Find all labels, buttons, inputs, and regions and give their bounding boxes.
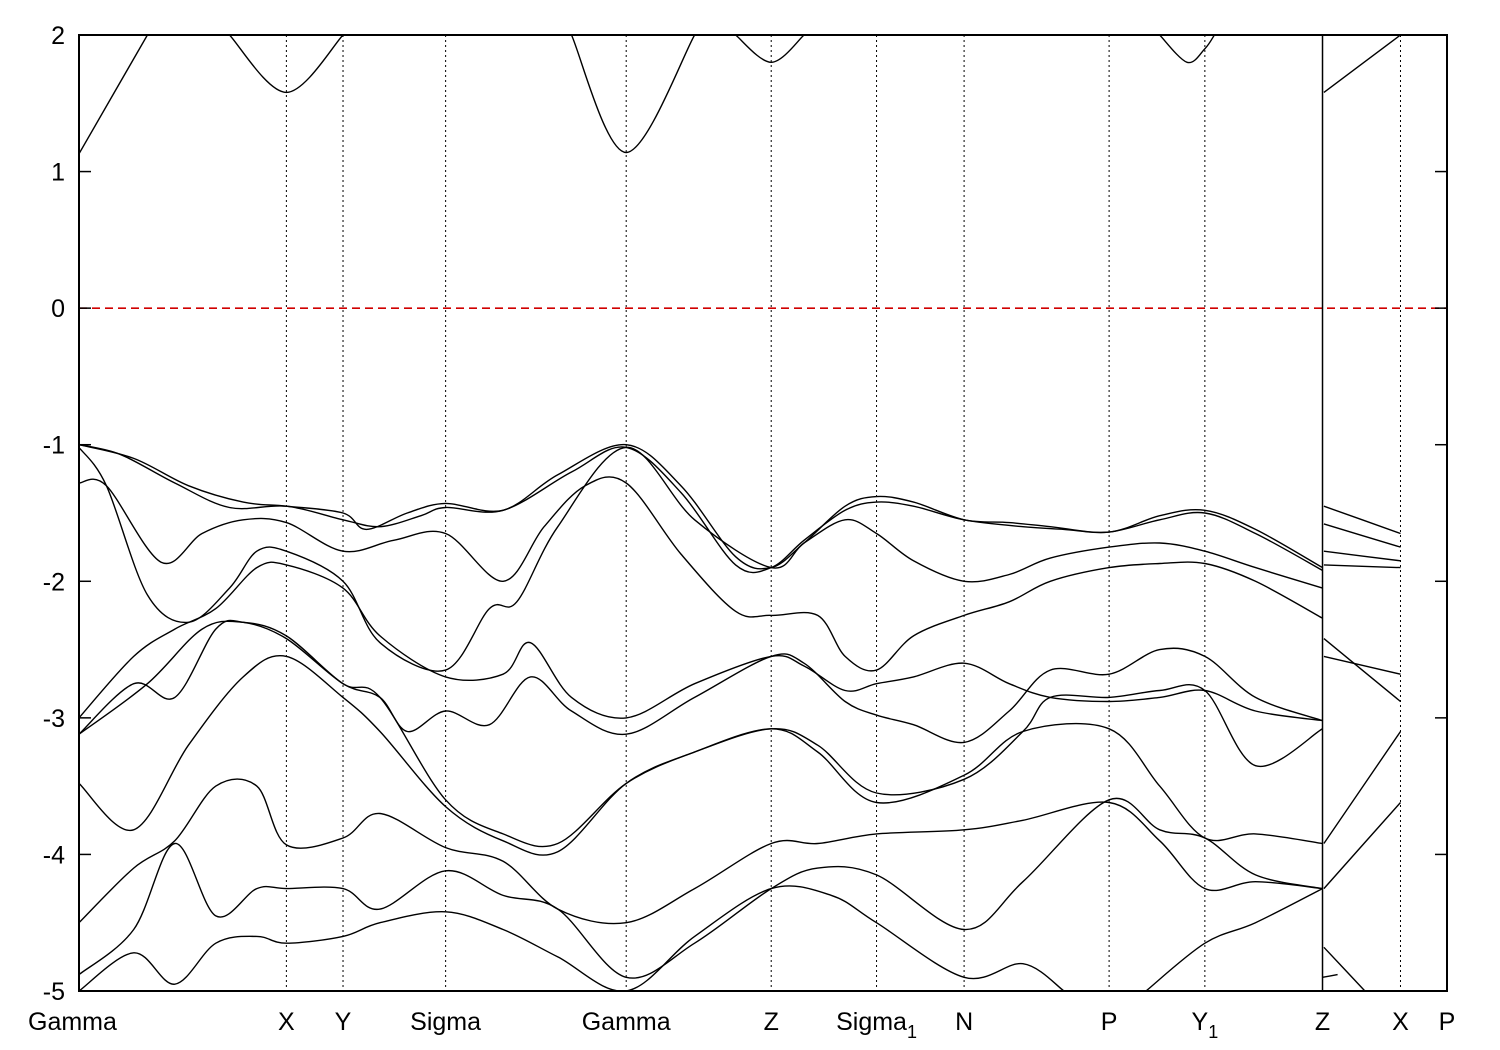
band-line xyxy=(1323,802,1402,890)
band-line xyxy=(1323,550,1401,562)
band-line xyxy=(570,35,696,154)
band-line xyxy=(735,35,805,64)
x-kpoint-label: Sigma xyxy=(410,1008,481,1036)
band-line xyxy=(79,778,1323,925)
x-kpoint-label: Y1 xyxy=(1192,1008,1219,1042)
y-axis-ticks: -5 -4 -3 -2 -1 0 1 2 xyxy=(43,22,1447,1006)
band-line xyxy=(79,654,1323,856)
x-kpoint-label: X xyxy=(278,1008,295,1036)
x-kpoint-label: X xyxy=(1392,1008,1409,1036)
x-kpoint-label: Gamma xyxy=(28,1008,117,1036)
band-line xyxy=(1323,564,1401,569)
x-kpoint-label: Z xyxy=(764,1008,779,1036)
y-tick-label: -1 xyxy=(43,432,65,460)
band-line xyxy=(1323,523,1401,548)
band-line xyxy=(1323,946,1366,991)
band-line xyxy=(79,35,149,155)
x-kpoint-label: N xyxy=(955,1008,973,1036)
x-kpoint-label-subscript: 1 xyxy=(1208,1022,1218,1042)
band-line xyxy=(1323,655,1401,675)
y-tick-label: -3 xyxy=(43,705,65,733)
y-tick-label: -5 xyxy=(43,978,65,1006)
band-line xyxy=(79,885,1065,991)
band-line xyxy=(1145,887,1323,991)
x-kpoint-label-subscript: 1 xyxy=(907,1022,917,1042)
band-line xyxy=(1322,973,1338,978)
y-tick-label: -2 xyxy=(43,568,65,596)
x-kpoint-label: P xyxy=(1101,1008,1118,1036)
band-line xyxy=(228,35,344,94)
x-axis-kpoint-labels: Gamma X Y Sigma Gamma Z Sigma1 N P Y1 Z X P xyxy=(28,1008,1455,1042)
band-lines xyxy=(79,35,1402,991)
band-line xyxy=(1323,731,1402,844)
band-line xyxy=(79,620,1323,848)
band-line xyxy=(79,446,1323,672)
band-line xyxy=(79,797,1323,979)
x-kpoint-label: Z xyxy=(1315,1008,1330,1036)
x-kpoint-label: Gamma xyxy=(582,1008,671,1036)
band-line xyxy=(1323,638,1401,703)
plot-frame xyxy=(78,34,1448,992)
band-line xyxy=(1323,35,1401,93)
band-line xyxy=(1159,35,1215,64)
band-line xyxy=(79,476,1323,672)
x-kpoint-label: Sigma1 xyxy=(836,1008,917,1042)
band-line xyxy=(79,561,1323,722)
kpoint-grid-lines xyxy=(285,35,1401,991)
y-tick-label: 1 xyxy=(51,159,65,187)
band-line xyxy=(1323,505,1401,535)
y-tick-label: 2 xyxy=(51,22,65,50)
x-kpoint-label: P xyxy=(1439,1008,1456,1036)
y-tick-label: 0 xyxy=(51,295,65,323)
band-line xyxy=(79,444,1323,574)
x-kpoint-label: Y xyxy=(335,1008,352,1036)
y-tick-label: -4 xyxy=(43,841,65,869)
